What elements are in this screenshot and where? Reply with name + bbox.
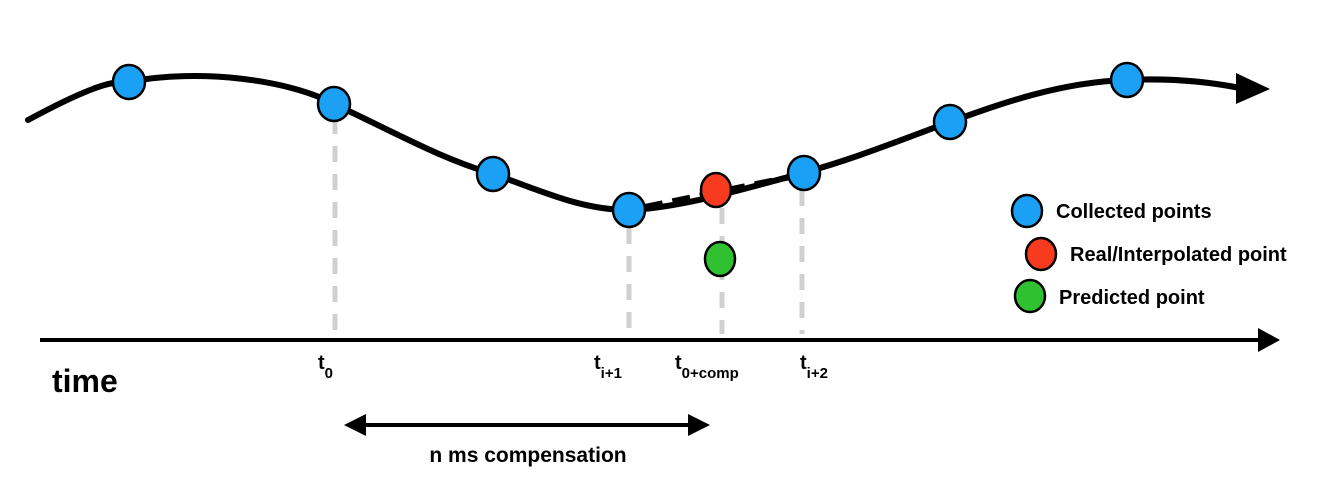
compensation-arrow [344,414,710,436]
collected-points [111,61,1145,229]
legend-item-predicted: Predicted point [1013,278,1205,314]
collected-point [316,85,352,123]
compensation-label: n ms compensation [429,444,626,467]
tick-label-t0: t0 [318,352,333,382]
legend-label: Predicted point [1059,287,1205,309]
blue-circle-icon [1010,193,1044,229]
legend-label: Collected points [1056,201,1212,223]
collected-point [1109,61,1145,99]
tick-label-ti1: ti+1 [594,352,622,382]
axis-label: time [52,363,118,399]
collected-point [111,63,147,101]
collected-point [932,103,968,141]
red-circle-icon [1024,236,1058,272]
green-circle-icon [1013,278,1047,314]
collected-point [475,155,511,193]
tick-label-ti2: ti+2 [800,352,828,382]
legend-item-interpolated: Real/Interpolated point [1024,236,1287,272]
legend: Collected points Real/Interpolated point… [1010,193,1287,314]
signal-curve [25,73,1270,214]
collected-point [786,154,822,192]
tick-label-t0comp: t0+comp [675,352,739,382]
legend-label: Real/Interpolated point [1070,244,1287,266]
guide-lines [332,118,805,334]
curve-arrowhead [1236,73,1270,104]
interpolated-point [699,171,733,209]
interpolation-line [644,174,791,210]
predicted-point [703,240,737,278]
collected-point [611,191,647,229]
time-axis [40,328,1280,352]
legend-item-collected: Collected points [1010,193,1212,229]
